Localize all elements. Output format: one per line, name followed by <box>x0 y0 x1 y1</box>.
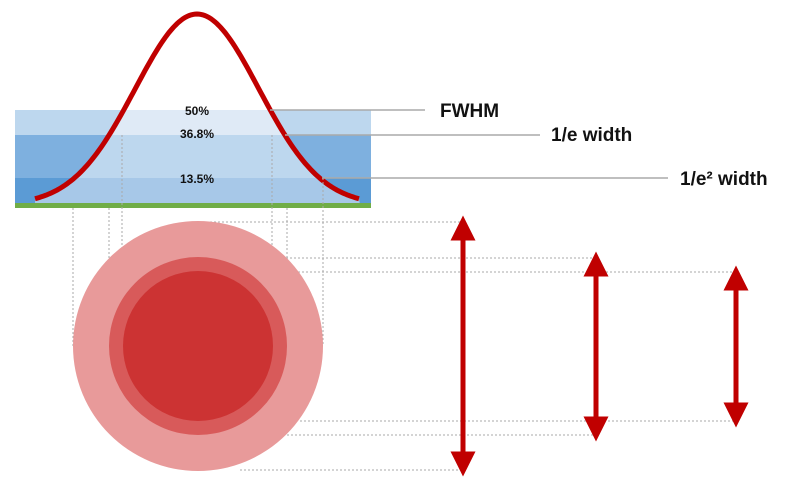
callout-label: 1/e² width <box>680 169 768 190</box>
gaussian-curve <box>34 11 360 202</box>
width-arrows <box>450 215 749 477</box>
level-label: 50% <box>185 104 209 118</box>
callout-label: FWHM <box>440 101 499 122</box>
level-label: 36.8% <box>180 127 214 141</box>
beam-spot <box>73 221 323 471</box>
callout-label: 1/e width <box>551 125 632 146</box>
level-label: 13.5% <box>180 172 214 186</box>
bands <box>15 110 371 208</box>
